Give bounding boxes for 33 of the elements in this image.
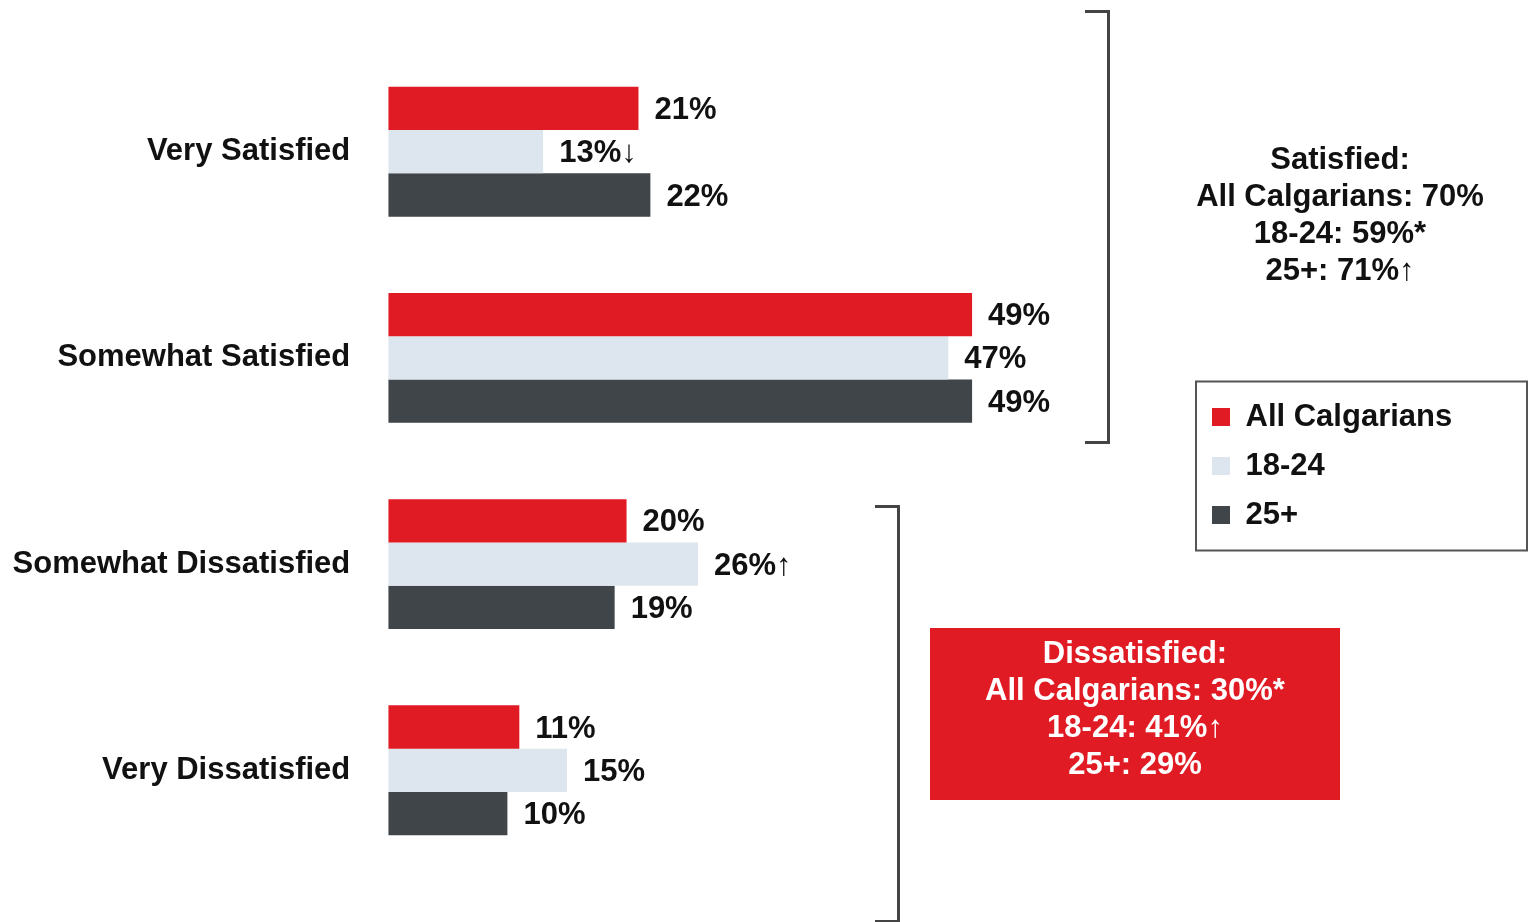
bar	[388, 379, 973, 423]
bar	[388, 542, 699, 586]
data-label: 21%	[654, 90, 717, 126]
data-label: 49%	[988, 383, 1051, 419]
data-label: 22%	[666, 177, 729, 213]
y-tick-label: Very Satisfied	[146, 132, 351, 168]
bar	[388, 292, 973, 337]
bar	[388, 336, 949, 380]
data-label: 26%↑	[714, 546, 792, 582]
legend-label: All Calgarians	[1245, 397, 1453, 433]
data-label: 10%	[523, 796, 586, 832]
text: Satisfied: All Calgarians: 70% 18-24: 59%* 25+: 71%↑	[1195, 140, 1485, 288]
data-label: 49%	[988, 297, 1051, 333]
bar	[388, 748, 567, 792]
bar	[388, 173, 651, 217]
data-label: 11%	[535, 709, 596, 745]
bar	[388, 705, 520, 749]
data-label: 15%	[582, 752, 646, 788]
data-label: 20%	[642, 503, 705, 539]
legend-label: 25+	[1245, 495, 1299, 531]
bar	[388, 791, 508, 836]
bar	[388, 499, 627, 543]
bar	[388, 86, 639, 131]
data-label: 47%	[964, 340, 1027, 376]
data-label: 13%↓	[559, 134, 637, 170]
y-tick-label: Somewhat Satisfied	[57, 338, 351, 374]
y-tick-label: Somewhat Dissatisfied	[12, 544, 351, 580]
text: Dissatisfied: All Calgarians: 30%* 18-24: 41%↑ 25+: 29%	[984, 634, 1286, 783]
bar	[388, 130, 544, 174]
data-label: 19%	[630, 589, 693, 625]
y-tick-label: Very Dissatisfied	[102, 750, 351, 786]
bar	[388, 585, 615, 630]
legend-label: 18-24	[1245, 446, 1326, 482]
